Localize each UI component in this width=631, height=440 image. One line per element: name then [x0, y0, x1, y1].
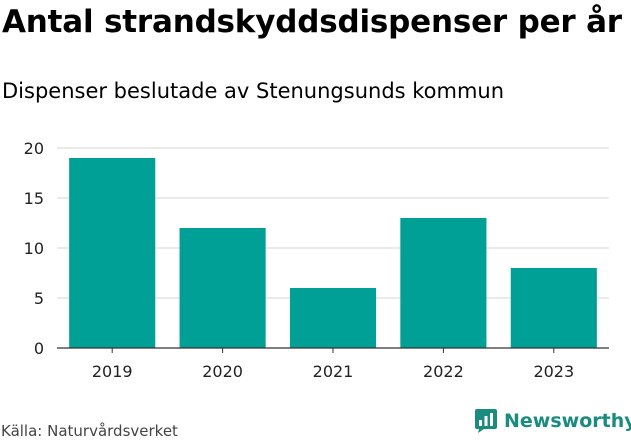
y-tick-label: 10 — [24, 239, 44, 258]
chart-subtitle: Dispenser beslutade av Stenungsunds komm… — [2, 79, 505, 103]
x-tick-label: 2022 — [423, 362, 464, 381]
y-tick-label: 0 — [34, 339, 44, 358]
x-tick-label: 2023 — [533, 362, 574, 381]
bar — [179, 228, 266, 348]
chart-title: Antal strandskyddsdispenser per år — [2, 4, 622, 40]
bar-chart: 0 5 10 15 20 2019 2020 2021 2022 2023 — [24, 139, 609, 381]
y-tick-label: 15 — [24, 189, 44, 208]
brand-name: Newsworthy — [504, 410, 631, 432]
bar — [69, 158, 156, 348]
x-tick-label: 2021 — [313, 362, 354, 381]
bar — [510, 268, 597, 348]
y-tick-label: 5 — [34, 289, 44, 308]
newsworthy-brand: Newsworthy — [474, 408, 631, 434]
bar — [289, 288, 377, 348]
x-tick-label: 2020 — [202, 362, 243, 381]
source-note: Källa: Naturvårdsverket — [1, 422, 178, 440]
newsworthy-logo-icon — [475, 409, 497, 433]
y-tick-label: 20 — [24, 139, 44, 158]
x-tick-label: 2019 — [92, 362, 133, 381]
bar — [400, 218, 487, 348]
